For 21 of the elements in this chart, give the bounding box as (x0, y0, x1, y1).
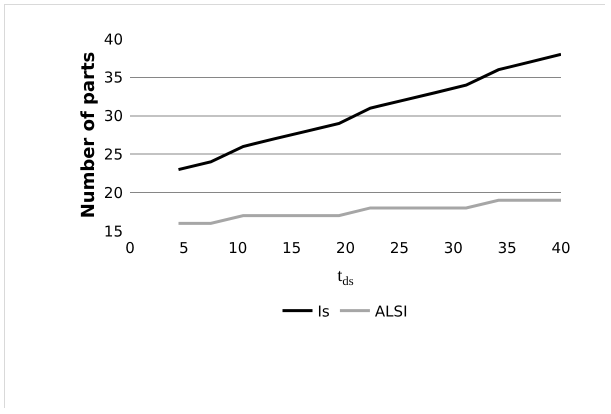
x-tick-label: 20 (336, 239, 356, 257)
legend-label: ALSI (374, 302, 408, 320)
x-tick-label: 15 (282, 239, 302, 257)
y-tick-label: 35 (104, 68, 123, 87)
x-tick-label: 40 (551, 239, 571, 257)
x-axis-title: t$_{ds}$ (337, 265, 354, 288)
line-series (176, 52, 561, 172)
y-tick-label: 15 (104, 222, 123, 240)
legend-label: Is (318, 302, 330, 320)
y-axis-title: Number of parts (78, 52, 100, 218)
x-tick-label: 5 (179, 239, 189, 257)
x-tick-label: 10 (228, 239, 248, 257)
x-tick-label: 25 (390, 239, 409, 257)
y-tick-label: 25 (104, 145, 123, 164)
y-tick-label: 30 (104, 107, 123, 126)
y-tick-label: 40 (104, 30, 123, 48)
x-tick-label: 0 (125, 239, 135, 257)
x-tick-label: 35 (498, 239, 517, 257)
x-tick-label: 30 (444, 239, 463, 257)
y-tick-label: 20 (104, 184, 123, 202)
line-series (176, 198, 561, 225)
